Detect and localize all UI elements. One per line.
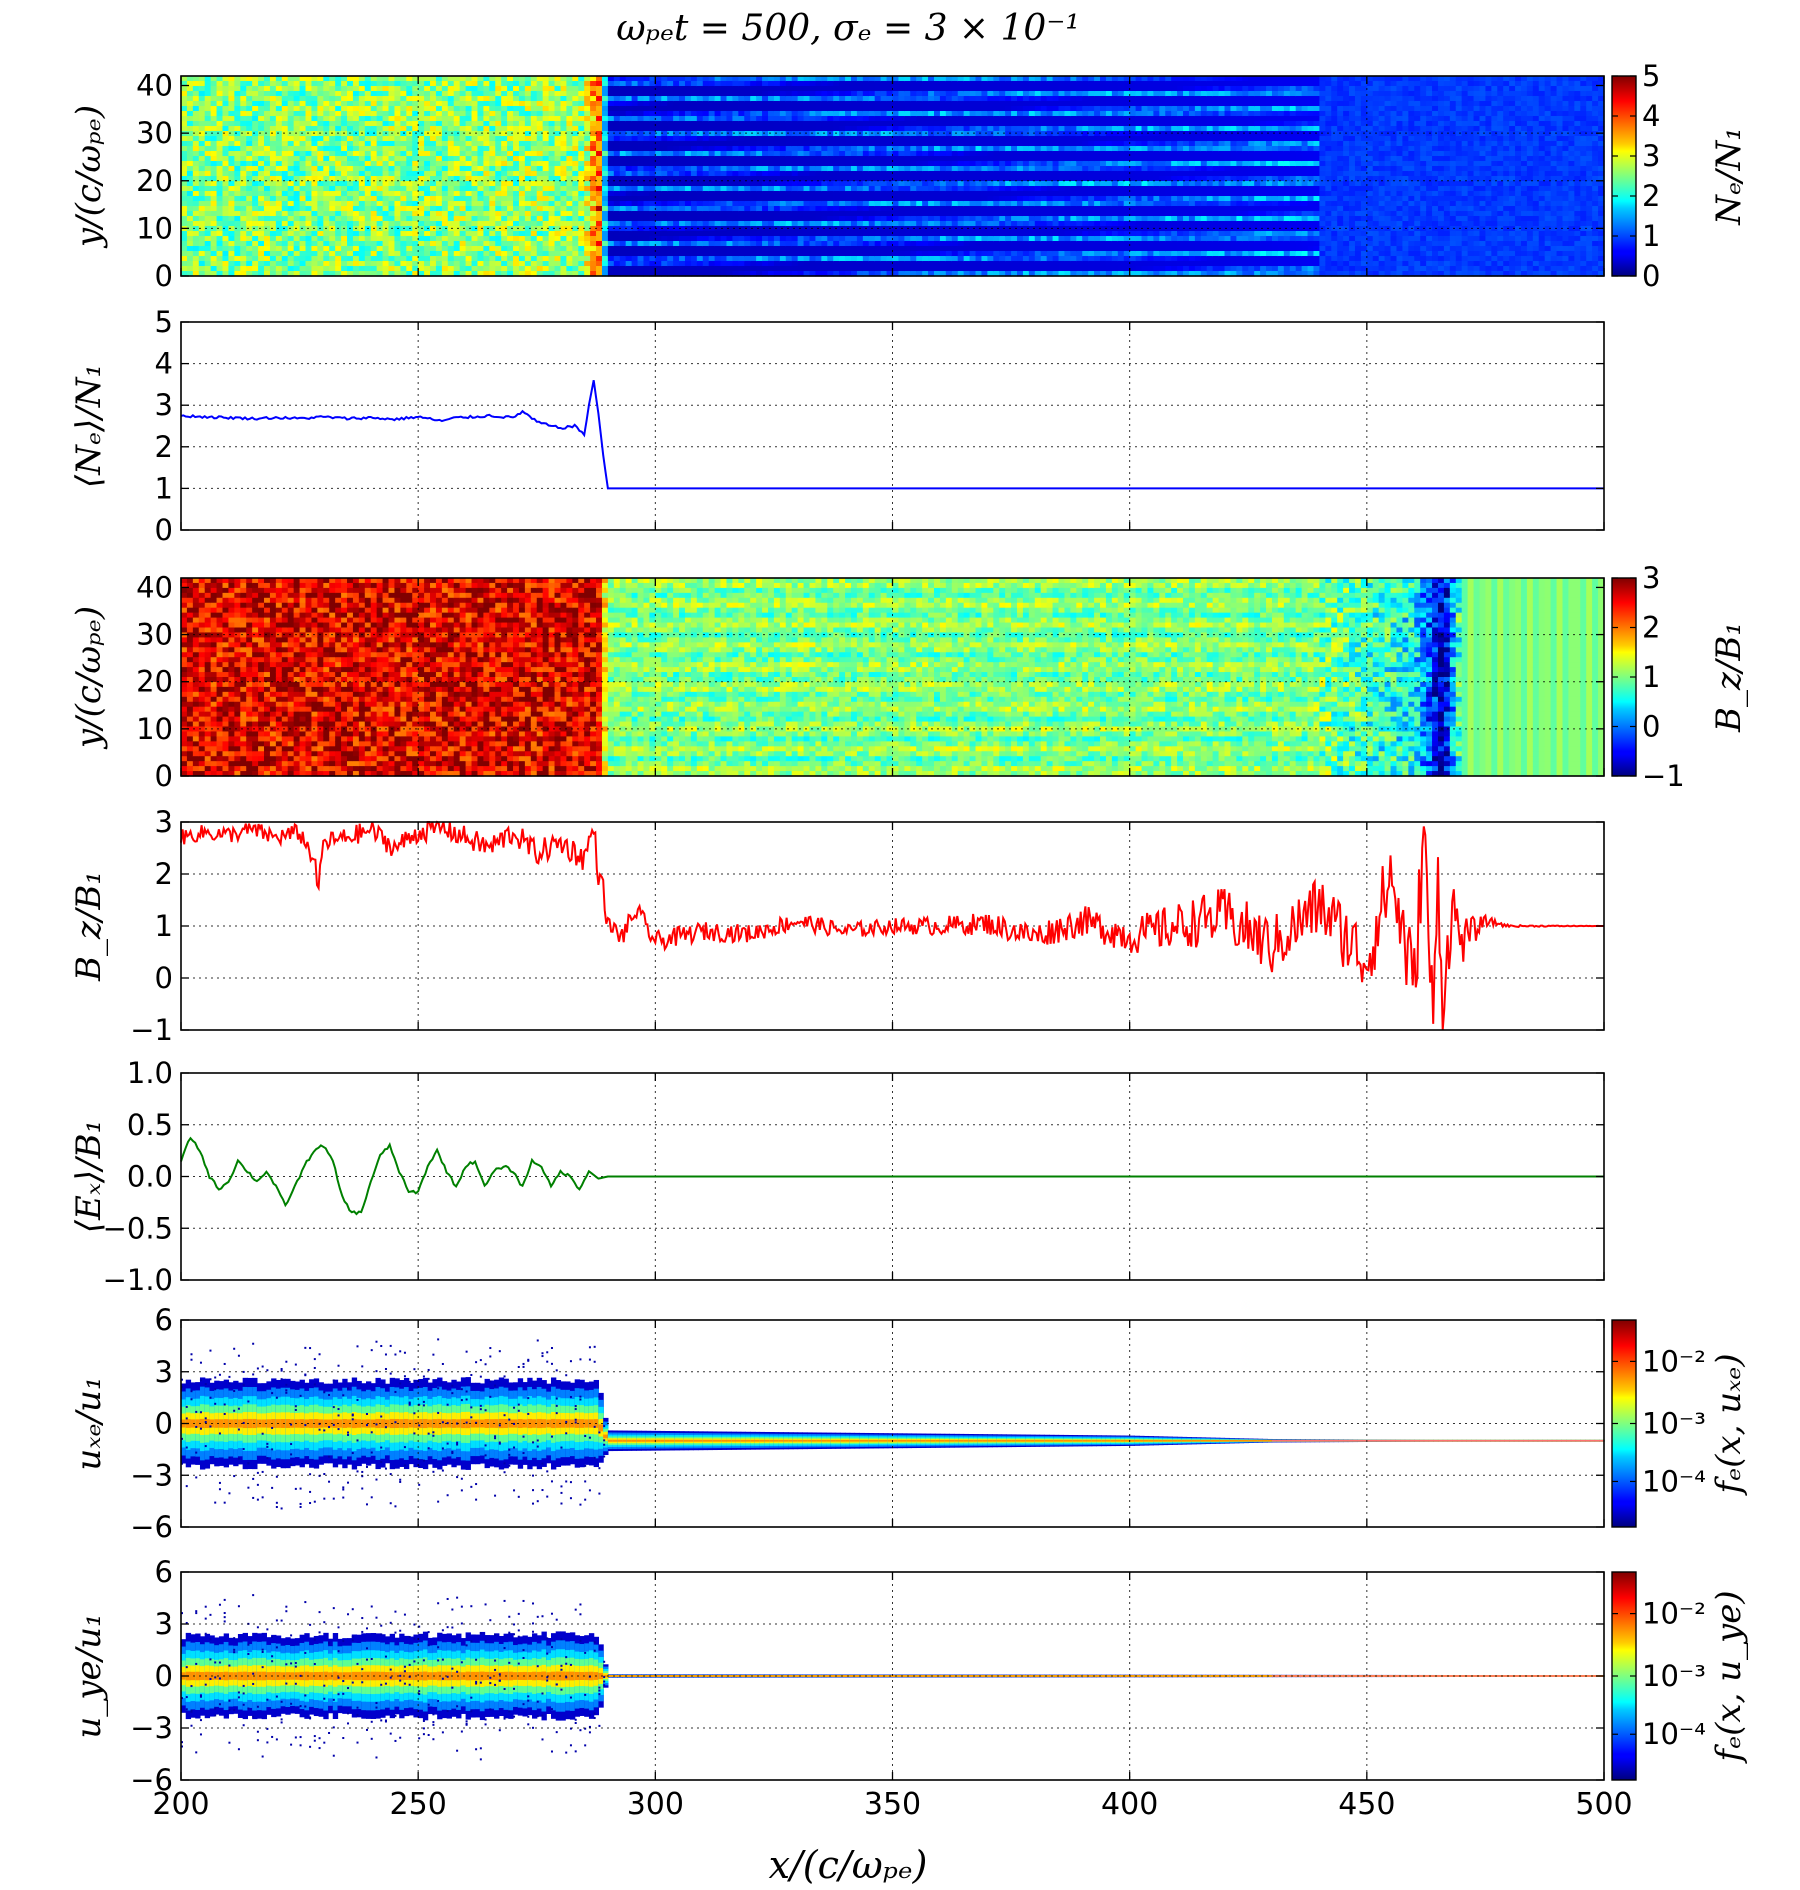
y-tick-label: 3 [155,805,173,839]
x-axis-label: x/(c/ωₚₑ) [769,1843,928,1887]
x-tick-label: 450 [1338,1787,1395,1822]
uxe_phase-colorbar: 10⁻⁴ 10⁻³ 10⁻² fₑ(x, uₓₑ) [1612,1320,1749,1527]
colorbar-tick-label: 10⁻⁴ [1642,1717,1706,1751]
uye_phase-y-label: u_ye/u₁ [69,1613,109,1738]
panel-ex_mean: −1.0 −0.5 0.0 0.5 1.0 ⟨Eₓ⟩/B₁ [69,1056,1604,1297]
y-tick-label: 30 [136,618,173,652]
colorbar-tick-label: 10⁻³ [1642,1407,1706,1441]
colorbar-tick-label: 2 [1642,611,1660,645]
y-tick-label: 20 [136,164,173,198]
panel-ne_map: 0 10 20 30 40 y/(c/ωₚₑ) 0 1 2 3 4 5 Nₑ/N₁ [69,59,1749,293]
x-tick-label: 300 [627,1787,684,1822]
x-tick-label: 350 [864,1787,921,1822]
y-tick-label: 4 [155,347,173,381]
ex_mean-series-0 [181,1138,1604,1214]
bz_map-colorbar: −1 0 1 2 3 B_z/B₁ [1612,561,1749,793]
y-tick-label: 3 [155,388,173,422]
y-tick-label: 0 [155,513,173,547]
y-tick-label: 2 [155,857,173,891]
colorbar-tick-label: 10⁻³ [1642,1659,1706,1693]
ne_map-colorbar-label: Nₑ/N₁ [1709,127,1749,226]
y-tick-label: 10 [136,211,173,245]
y-tick-label: 6 [155,1555,173,1589]
colorbar-tick-label: 10⁻² [1642,1597,1706,1631]
y-tick-label: 0 [155,1659,173,1693]
y-tick-label: 0 [155,1407,173,1441]
panel-bz_map: 0 10 20 30 40 y/(c/ωₚₑ) −1 0 1 2 3 B_z/B₁ [69,561,1749,793]
y-tick-label: 2 [155,430,173,464]
uxe_phase-colorbar-label: fₑ(x, uₓₑ) [1709,1353,1749,1496]
y-tick-label: −6 [130,1510,173,1544]
y-tick-label: 3 [155,1607,173,1641]
x-tick-label: 400 [1101,1787,1158,1822]
colorbar-tick-label: 5 [1642,59,1660,93]
ne_mean-grid [181,322,1604,530]
y-tick-label: 1 [155,471,173,505]
y-tick-label: 1.0 [127,1056,173,1090]
x-tick-label: 250 [390,1787,447,1822]
panel-bz_line: −1 0 1 2 3 B_z/B₁ [69,805,1604,1047]
ex_mean-y-label: ⟨Eₓ⟩/B₁ [69,1120,109,1234]
y-tick-label: 1 [155,909,173,943]
y-tick-label: 5 [155,305,173,339]
uye_phase-colorbar: 10⁻⁴ 10⁻³ 10⁻² fₑ(x, u_ye) [1612,1572,1749,1780]
y-tick-label: 0 [155,259,173,293]
panel-ne_mean: 0 1 2 3 4 5 ⟨Nₑ⟩/N₁ [69,305,1604,547]
colorbar-tick-label: 4 [1642,99,1660,133]
panel-uxe_phase: −6 −3 0 3 6 uₓₑ/u₁ 10⁻⁴ 10⁻³ 10⁻² fₑ(x, uₓₑ) [69,1303,1749,1544]
y-tick-label: 20 [136,665,173,699]
y-tick-label: 30 [136,116,173,150]
y-tick-label: 6 [155,1303,173,1337]
colorbar-tick-label: 1 [1642,219,1660,253]
y-tick-label: 0 [155,759,173,793]
ne_mean-y-label: ⟨Nₑ⟩/N₁ [69,364,109,488]
y-tick-label: −1.0 [103,1263,173,1297]
y-tick-label: 0 [155,961,173,995]
y-tick-label: 3 [155,1355,173,1389]
colorbar-tick-label: 10⁻⁴ [1642,1464,1706,1498]
y-tick-label: −6 [130,1763,173,1797]
colorbar-tick-label: 3 [1642,139,1660,173]
ne_mean-y-ticks: 0 1 2 3 4 5 [155,305,1604,547]
colorbar-tick-label: 3 [1642,561,1660,595]
bz_map-y-label: y/(c/ωₚₑ) [69,606,109,750]
y-tick-label: −0.5 [103,1211,173,1245]
colorbar-tick-label: 2 [1642,179,1660,213]
y-tick-label: 0.0 [127,1160,173,1194]
bz_line-grid [181,822,1604,1030]
y-tick-label: −3 [130,1458,173,1492]
y-tick-label: −1 [130,1013,173,1047]
y-tick-label: 40 [136,69,173,103]
bz_line-y-label: B_z/B₁ [69,871,109,982]
uxe_phase-y-label: uₓₑ/u₁ [69,1376,109,1470]
y-tick-label: 40 [136,570,173,604]
uye_phase-colorbar-label: fₑ(x, u_ye) [1709,1590,1749,1764]
colorbar-tick-label: 10⁻² [1642,1344,1706,1378]
colorbar-tick-label: 1 [1642,660,1660,694]
colorbar-tick-label: 0 [1642,259,1660,293]
bz_map-colorbar-label: B_z/B₁ [1709,622,1749,733]
colorbar-tick-label: 0 [1642,710,1660,744]
ne_map-y-label: y/(c/ωₚₑ) [69,105,109,249]
y-tick-label: 0.5 [127,1108,173,1142]
ne_map-colorbar: 0 1 2 3 4 5 Nₑ/N₁ [1612,59,1749,293]
y-tick-label: 10 [136,712,173,746]
x-tick-label: 500 [1575,1787,1632,1822]
colorbar-tick-label: −1 [1642,759,1685,793]
y-tick-label: −3 [130,1711,173,1745]
figure-title: ωₚₑt = 500, σₑ = 3 × 10⁻¹ [616,8,1080,49]
